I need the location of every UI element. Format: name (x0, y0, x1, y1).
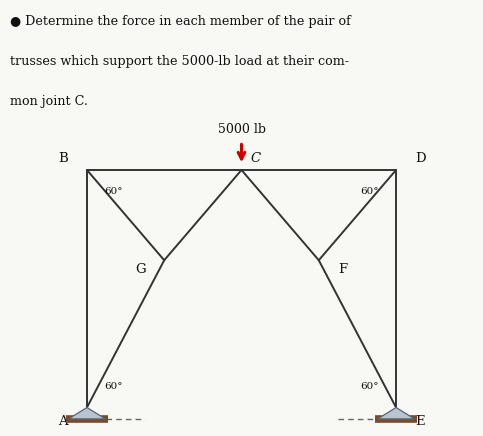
Text: 60°: 60° (104, 382, 122, 391)
Text: C: C (251, 152, 261, 165)
Text: 60°: 60° (361, 382, 379, 391)
Text: 60°: 60° (104, 187, 122, 196)
Text: E: E (415, 415, 425, 428)
Text: G: G (135, 263, 145, 276)
Polygon shape (69, 408, 105, 419)
Polygon shape (378, 408, 414, 419)
Text: ● Determine the force in each member of the pair of: ● Determine the force in each member of … (10, 15, 351, 28)
Text: D: D (415, 152, 426, 165)
Text: 5000 lb: 5000 lb (217, 123, 266, 136)
Text: 60°: 60° (361, 187, 379, 196)
Text: B: B (58, 152, 68, 165)
Text: F: F (339, 263, 347, 276)
Text: trusses which support the 5000-lb load at their com-: trusses which support the 5000-lb load a… (10, 54, 349, 68)
Text: A: A (58, 415, 68, 428)
Text: mon joint C.: mon joint C. (10, 95, 87, 108)
